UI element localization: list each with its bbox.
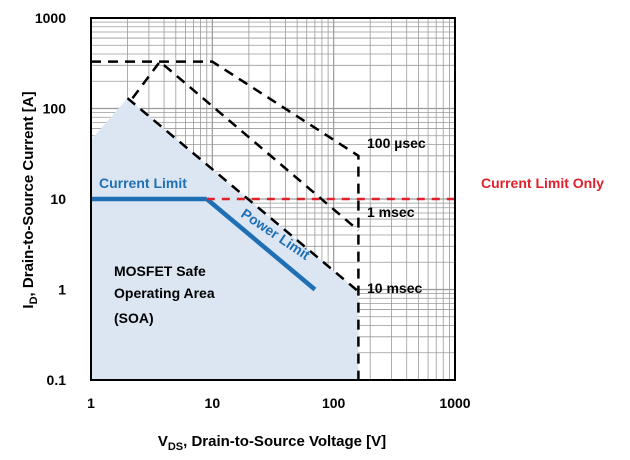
plot-frame (90, 17, 456, 381)
y-tick-label: 0.1 (47, 372, 67, 388)
x-tick-label: 1 (87, 395, 95, 411)
series-power-limit (205, 197, 317, 292)
t100us-label: 100 µsec (367, 135, 426, 151)
series-100-sec (91, 60, 360, 380)
current-limit-only-label: Current Limit Only (481, 175, 604, 191)
series-lines (91, 59, 455, 380)
y-axis-title: ID, Drain-to-Source Current [A] (20, 91, 40, 308)
current-limit-label: Current Limit (99, 175, 187, 191)
t1ms-label: 1 msec (367, 204, 415, 220)
soa-label-line-1: MOSFET Safe (114, 263, 206, 279)
soa-label-line-2: Operating Area (114, 285, 215, 301)
soa-label-line-3: (SOA) (114, 310, 154, 326)
y-tick-label: 10 (50, 191, 66, 207)
tick-labels: 1 10 100 1000 0.1 1 10 100 1000 (35, 10, 471, 411)
x-tick-label: 100 (322, 395, 346, 411)
x-tick-label: 10 (205, 395, 221, 411)
x-tick-label: 1000 (439, 395, 470, 411)
y-tick-label: 1000 (35, 10, 66, 26)
x-axis-title: VDS, Drain-to-Source Voltage [V] (158, 433, 386, 453)
y-tick-label: 1 (58, 282, 66, 298)
t10ms-label: 10 msec (367, 280, 422, 296)
y-tick-label: 100 (43, 101, 67, 117)
soa-region (91, 98, 359, 380)
